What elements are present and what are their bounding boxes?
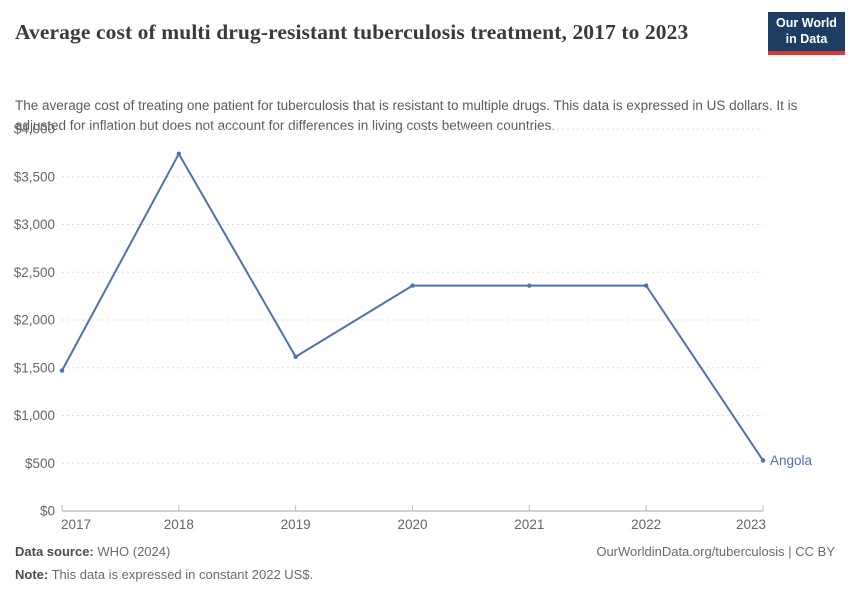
y-axis-tick-label: $4,000	[14, 122, 55, 137]
data-point[interactable]	[410, 283, 415, 288]
page-title: Average cost of multi drug-resistant tub…	[15, 20, 689, 44]
owid-logo-line2: in Data	[785, 31, 828, 46]
data-point[interactable]	[527, 283, 532, 288]
x-axis-tick-label: 2023	[736, 517, 766, 532]
owid-logo[interactable]: Our World in Data	[768, 12, 845, 55]
y-axis-tick-label: $1,000	[14, 408, 55, 423]
note-line: Note: This data is expressed in constant…	[15, 564, 835, 587]
y-axis-tick-label: $1,500	[14, 360, 55, 375]
chart-svg[interactable]: $0 $500 $1,000 $1,500 $2,000 $2,500 $3,000 $3,5…	[0, 118, 850, 538]
y-axis-tick-label: $3,000	[14, 217, 55, 232]
x-axis-tick-label: 2021	[514, 517, 544, 532]
x-axis-tick-label: 2017	[61, 517, 91, 532]
x-axis-tick-label: 2018	[164, 517, 194, 532]
note-label: Note:	[15, 566, 49, 582]
x-axis-tick-label: 2020	[397, 517, 427, 532]
data-point[interactable]	[293, 354, 298, 359]
chart-footer: Data source: WHO (2024) Note: This data …	[15, 541, 835, 587]
data-source-line: Data source: WHO (2024)	[15, 541, 835, 564]
series-end-label: Angola	[770, 453, 813, 468]
data-source-value: WHO (2024)	[93, 544, 171, 559]
y-axis-tick-label: $3,500	[14, 169, 55, 184]
note-value: This data is expressed in constant 2022 …	[48, 566, 314, 582]
owid-attribution-link[interactable]: OurWorldinData.org/tuberculosis | CC BY	[596, 544, 835, 559]
y-axis-tick-label: $500	[25, 456, 55, 471]
x-axis-tick-label: 2022	[631, 517, 661, 532]
data-point[interactable]	[760, 458, 766, 463]
y-axis-tick-label: $0	[40, 504, 55, 519]
data-point[interactable]	[59, 368, 65, 373]
y-axis-tick-label: $2,000	[14, 313, 55, 328]
owid-logo-line1: Our World	[776, 15, 837, 30]
data-point[interactable]	[643, 283, 649, 288]
y-axis-tick-label: $2,500	[14, 265, 55, 280]
data-point[interactable]	[176, 151, 182, 157]
x-axis-tick-label: 2019	[281, 517, 311, 532]
chart-subtitle: The average cost of treating one patient…	[15, 98, 798, 134]
trend-line	[61, 152, 764, 462]
data-source-label: Data source:	[15, 544, 94, 559]
